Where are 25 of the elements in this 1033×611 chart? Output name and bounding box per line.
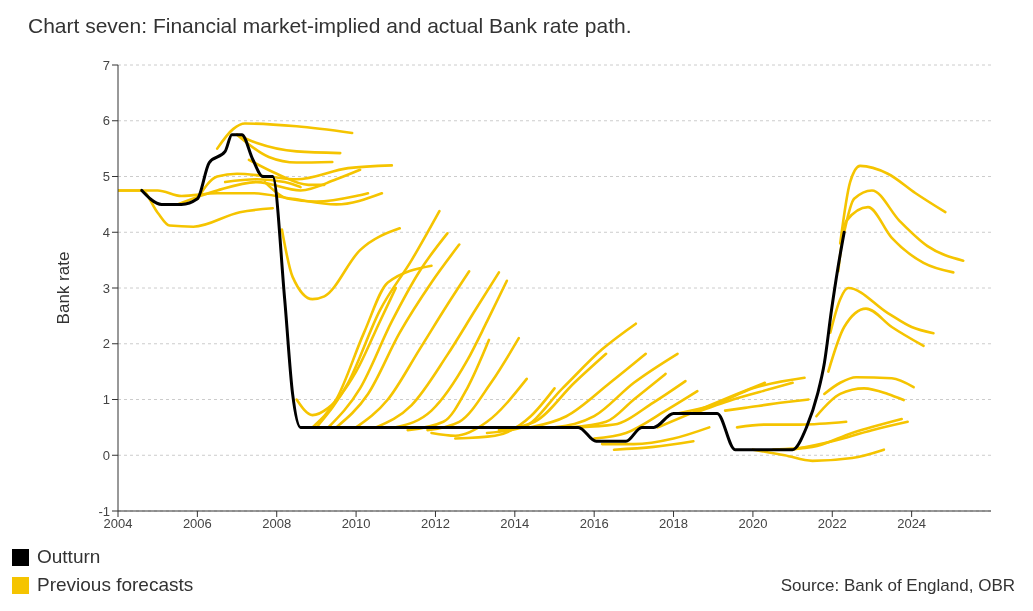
x-tick-label: 2016 (579, 516, 609, 532)
y-tick-label: 0 (102, 447, 110, 463)
x-tick-label: 2008 (262, 516, 292, 532)
x-tick-label: 2014 (500, 516, 530, 532)
y-tick-label: 1 (102, 392, 110, 408)
x-tick-label: 2012 (420, 516, 450, 532)
x-tick-label: 2020 (738, 516, 768, 532)
y-tick-label: -1 (98, 503, 110, 519)
y-tick-label: 2 (102, 336, 110, 352)
x-tick-label: 2010 (341, 516, 371, 532)
x-tick-label: 2022 (817, 516, 847, 532)
legend-label: Outturn (37, 546, 101, 568)
y-tick-label: 5 (102, 169, 110, 185)
x-tick-label: 2006 (182, 516, 212, 532)
x-tick-label: 2018 (659, 516, 689, 532)
y-tick-label: 4 (102, 224, 110, 240)
y-tick-label: 3 (102, 280, 110, 296)
chart-title: Chart seven: Financial market-implied and actual Bank rate path. (27, 13, 633, 39)
y-tick-label: 7 (102, 57, 110, 73)
legend-label: Previous forecasts (37, 574, 194, 596)
y-tick-label: 6 (102, 113, 110, 129)
x-tick-label: 2024 (897, 516, 927, 532)
y-axis-title: Bank rate (54, 251, 74, 325)
source-note: Source: Bank of England, OBR (780, 576, 1015, 596)
x-tick-label: 2004 (103, 516, 133, 532)
